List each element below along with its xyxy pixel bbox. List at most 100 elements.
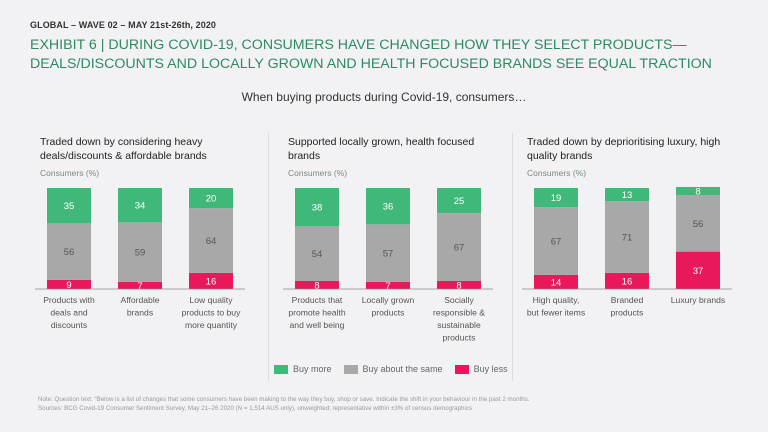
bar-segment-buy-less [295, 280, 339, 289]
bar-segment-buy-less [605, 272, 649, 289]
category-label: Luxury brands [671, 295, 725, 305]
exhibit-title-line-2: DEALS/DISCOUNTS AND LOCALLY GROWN AND HE… [30, 56, 712, 72]
panel-divider [512, 133, 513, 381]
category-label: products to buy [182, 308, 241, 318]
data-label: 14 [551, 277, 562, 288]
footnote-question: Note: Question text: "Below is a list of… [38, 396, 530, 403]
bar-segment-buy-more [605, 188, 649, 202]
legend-item-buy-less: Buy less [454, 364, 508, 374]
data-label: 20 [206, 194, 217, 205]
legend: Buy more Buy about the same Buy less [274, 364, 508, 374]
data-label: 34 [135, 201, 146, 212]
data-label: 8 [695, 187, 700, 198]
bar-segment-buy-less [534, 274, 578, 289]
panel-title: Traded down by considering heavy deals/d… [40, 136, 207, 162]
panel-title: Traded down by deprioritising luxury, hi… [527, 136, 721, 162]
data-label: 59 [135, 248, 146, 259]
stacked-bar-chart: 14 67 19 High quality, but fewer items 16 71 13… [522, 186, 732, 318]
data-label: 67 [454, 243, 465, 254]
panel-divider [268, 133, 269, 381]
bar-segment-buy-more [47, 188, 91, 224]
category-label: products [611, 308, 644, 318]
bar-segment-buy-more [118, 188, 162, 223]
footnote: Note: Question text: "Below is a list of… [38, 396, 738, 413]
category-label: products [443, 333, 476, 343]
category-label: High quality, [533, 295, 580, 305]
bar-segment-buy-about-the-same [189, 208, 233, 273]
data-label: 25 [454, 196, 465, 207]
category-label: and well being [290, 320, 345, 330]
data-label: 56 [64, 247, 75, 258]
category-label: Low quality [190, 295, 234, 305]
category-label: Products that [292, 295, 343, 305]
footnote-sources: Sources: BCG Covid-19 Consumer Sentiment… [38, 404, 473, 412]
data-label: 64 [206, 236, 217, 247]
wave-label: GLOBAL – WAVE 02 – MAY 21st-26th, 2020 [30, 20, 217, 30]
data-label: 71 [622, 232, 633, 243]
legend-item-buy-same: Buy about the same [343, 364, 443, 374]
legend-item-buy-more: Buy more [274, 364, 332, 374]
category-label: Socially [444, 295, 474, 305]
bar-segment-buy-about-the-same [366, 224, 410, 282]
data-label: 36 [383, 202, 394, 213]
chart-panel-luxury: Traded down by deprioritising luxury, hi… [517, 130, 749, 380]
bar-segment-buy-less [437, 280, 481, 289]
bar-segment-buy-less [118, 281, 162, 289]
bar-segment-buy-more [534, 188, 578, 208]
category-label: promote health [288, 308, 346, 318]
bar-segment-buy-about-the-same [118, 222, 162, 282]
chart-panel-local-health: Supported locally grown, health focused … [278, 130, 510, 380]
data-label: 37 [693, 266, 704, 277]
data-label: 7 [137, 281, 142, 292]
category-label: deals and [50, 308, 87, 318]
stacked-bar-chart: 9 56 35 Products with deals and discounts 7 59 3… [35, 188, 245, 330]
bar-segment-buy-more [437, 188, 481, 214]
data-label: 56 [693, 219, 704, 230]
data-label: 19 [551, 193, 562, 204]
bar-segment-buy-less [189, 272, 233, 289]
category-label: products [372, 308, 405, 318]
chart-subtitle: When buying products during Covid-19, co… [241, 90, 527, 104]
data-label: 16 [206, 276, 217, 287]
category-label: sustainable [437, 320, 481, 330]
category-label: Products with [43, 295, 95, 305]
chart-panel-deals: Traded down by considering heavy deals/d… [30, 130, 262, 380]
panel-title: Supported locally grown, health focused … [288, 136, 475, 162]
data-label: 8 [456, 280, 461, 291]
legend-swatch [343, 364, 358, 374]
exhibit-title: EXHIBIT 6 | DURING COVID-19, CONSUMERS H… [30, 36, 750, 74]
data-label: 9 [66, 280, 71, 291]
data-label: 7 [385, 281, 390, 292]
category-label: responsible & [433, 308, 485, 318]
category-label: discounts [51, 320, 87, 330]
stacked-bar-chart: 8 54 38 Products that promote health and well… [283, 188, 493, 343]
bar-segment-buy-more [295, 188, 339, 227]
legend-label: Buy more [293, 364, 332, 374]
bar-segment-buy-about-the-same [47, 223, 91, 280]
data-label: 35 [64, 201, 75, 212]
legend-label: Buy about the same [362, 364, 443, 374]
y-axis-label: Consumers (%) [40, 168, 100, 178]
y-axis-label: Consumers (%) [527, 168, 587, 178]
data-label: 13 [622, 190, 633, 201]
legend-label: Buy less [473, 364, 508, 374]
bar-segment-buy-about-the-same [605, 201, 649, 273]
data-label: 8 [314, 280, 319, 291]
bar-segment-buy-more [189, 188, 233, 209]
category-label: but fewer items [527, 308, 585, 318]
data-label: 38 [312, 203, 323, 214]
category-label: Locally grown [362, 295, 415, 305]
category-label: Branded [611, 295, 644, 305]
exhibit-title-line-1: EXHIBIT 6 | DURING COVID-19, CONSUMERS H… [30, 37, 687, 53]
data-label: 16 [622, 276, 633, 287]
bar-segment-buy-less [366, 281, 410, 289]
category-label: Affordable [120, 295, 159, 305]
bar-segment-buy-more [676, 186, 720, 196]
data-label: 54 [312, 249, 323, 260]
data-label: 57 [383, 249, 394, 260]
legend-swatch [274, 364, 288, 374]
bar-segment-buy-more [366, 188, 410, 225]
data-label: 67 [551, 237, 562, 248]
legend-swatch [454, 364, 469, 374]
bar-segment-buy-less [47, 279, 91, 289]
